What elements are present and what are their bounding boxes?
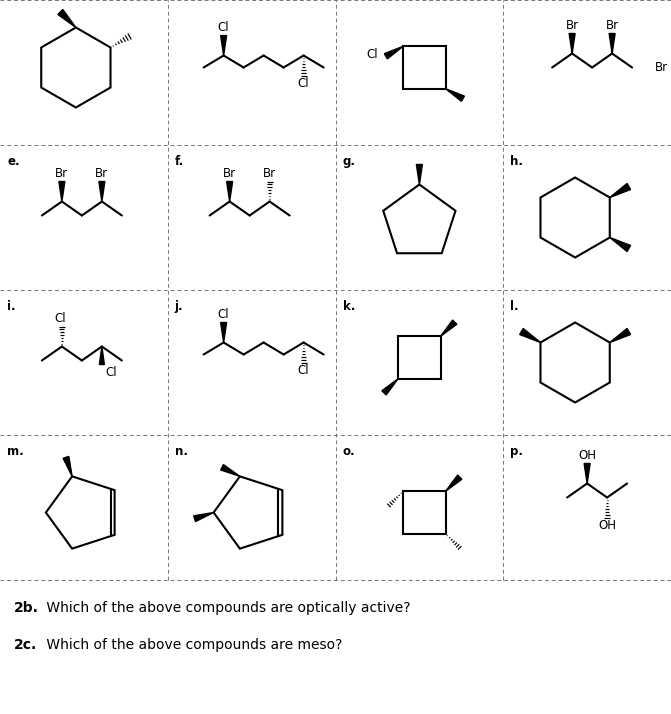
Polygon shape: [446, 89, 464, 101]
Text: h.: h.: [510, 155, 523, 168]
Text: Which of the above compounds are optically active?: Which of the above compounds are optical…: [42, 601, 411, 615]
Text: Which of the above compounds are meso?: Which of the above compounds are meso?: [42, 638, 342, 652]
Text: OH: OH: [578, 449, 596, 462]
Polygon shape: [441, 320, 457, 336]
Polygon shape: [569, 34, 575, 54]
Polygon shape: [417, 164, 422, 184]
Polygon shape: [227, 181, 233, 201]
Polygon shape: [221, 465, 240, 476]
Text: n.: n.: [174, 445, 188, 458]
Polygon shape: [382, 378, 398, 395]
Text: Br: Br: [263, 167, 276, 180]
Text: Br: Br: [223, 167, 236, 180]
Text: k.: k.: [342, 300, 355, 313]
Polygon shape: [221, 323, 227, 343]
Polygon shape: [63, 456, 72, 476]
Polygon shape: [610, 328, 631, 343]
Polygon shape: [446, 475, 462, 491]
Text: l.: l.: [510, 300, 519, 313]
Text: m.: m.: [7, 445, 23, 458]
Text: Cl: Cl: [218, 21, 229, 34]
Text: f.: f.: [174, 155, 184, 168]
Text: Br: Br: [55, 167, 68, 180]
Text: Cl: Cl: [218, 308, 229, 321]
Text: Cl: Cl: [54, 312, 66, 325]
Text: 2c.: 2c.: [14, 638, 38, 652]
Polygon shape: [519, 328, 540, 343]
Polygon shape: [384, 46, 403, 59]
Text: i.: i.: [7, 300, 15, 313]
Text: Cl: Cl: [106, 366, 117, 379]
Polygon shape: [194, 513, 213, 521]
Text: Br: Br: [655, 61, 668, 74]
Text: j.: j.: [174, 300, 183, 313]
Polygon shape: [99, 346, 105, 365]
Polygon shape: [610, 238, 631, 251]
Polygon shape: [609, 34, 615, 54]
Polygon shape: [584, 463, 590, 483]
Polygon shape: [59, 181, 65, 201]
Text: Br: Br: [605, 19, 619, 32]
Text: OH: OH: [598, 519, 616, 532]
Text: Cl: Cl: [298, 77, 309, 90]
Text: e.: e.: [7, 155, 19, 168]
Text: Cl: Cl: [366, 48, 378, 61]
Text: g.: g.: [342, 155, 356, 168]
Text: p.: p.: [510, 445, 523, 458]
Text: Br: Br: [566, 19, 578, 32]
Polygon shape: [99, 181, 105, 201]
Text: Cl: Cl: [298, 364, 309, 377]
Polygon shape: [58, 9, 76, 28]
Polygon shape: [221, 36, 227, 56]
Text: o.: o.: [342, 445, 355, 458]
Text: 2b.: 2b.: [14, 601, 39, 615]
Polygon shape: [610, 183, 631, 198]
Text: Br: Br: [95, 167, 109, 180]
